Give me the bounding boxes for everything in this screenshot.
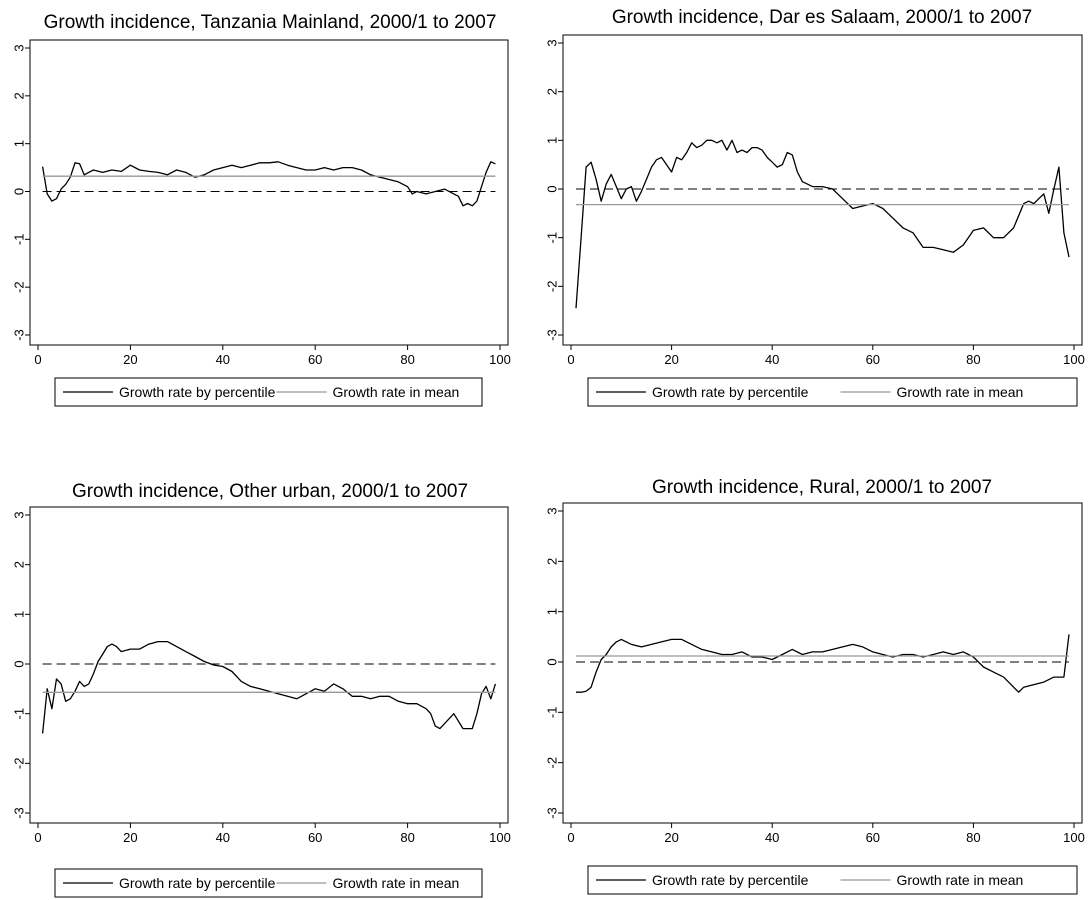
x-tick-label: 60	[308, 352, 322, 367]
y-tick-label: -3	[11, 807, 26, 819]
y-tick-label: -1	[544, 232, 559, 244]
plot-frame	[29, 506, 509, 824]
chart-panel-2: Growth incidence, Dar es Salaam, 2000/1 …	[544, 7, 1085, 407]
chart-title: Growth incidence, Tanzania Mainland, 200…	[44, 12, 497, 33]
y-tick-label: 3	[544, 39, 559, 46]
plot-frame	[562, 34, 1083, 346]
y-tick-label: -2	[11, 281, 26, 293]
y-tick-label: -1	[11, 708, 26, 720]
series-line-percentile	[576, 634, 1070, 693]
x-tick-label: 100	[1063, 352, 1085, 367]
plot-frame	[562, 502, 1083, 824]
y-tick-label: -2	[544, 281, 559, 293]
x-tick-label: 20	[123, 830, 137, 845]
chart-title: Growth incidence, Dar es Salaam, 2000/1 …	[612, 7, 1032, 28]
y-tick-label: 3	[11, 511, 26, 518]
legend-box	[587, 865, 1078, 895]
series-line-percentile	[41, 640, 497, 734]
legend: Growth rate by percentile Growth rate in …	[587, 377, 1078, 407]
x-tick-label: 20	[664, 830, 678, 845]
chart-title: Growth incidence, Other urban, 2000/1 to…	[72, 481, 468, 502]
legend: Growth rate by percentile Growth rate in …	[54, 868, 483, 898]
plot-frame	[29, 39, 509, 346]
x-tick-label: 20	[664, 352, 678, 367]
y-tick-label: 3	[544, 507, 559, 514]
x-tick-label: 80	[966, 352, 980, 367]
y-tick-label: 2	[11, 92, 26, 99]
x-tick-label: 40	[216, 352, 230, 367]
y-tick-label: 1	[544, 137, 559, 144]
y-tick-label: 3	[11, 44, 26, 51]
y-tick-label: -3	[11, 329, 26, 341]
x-tick-label: 80	[400, 830, 414, 845]
y-tick-label: -1	[11, 234, 26, 246]
legend-label: Growth rate in mean	[333, 875, 460, 891]
y-tick-label: 0	[544, 658, 559, 665]
x-tick-label: 80	[966, 830, 980, 845]
chart-panel-4: Growth incidence, Rural, 2000/1 to 2007 -…	[544, 477, 1085, 895]
y-tick-label: 0	[11, 660, 26, 667]
legend-label: Growth rate in mean	[897, 384, 1024, 400]
legend: Growth rate by percentile Growth rate in …	[587, 865, 1078, 895]
x-tick-label: 0	[34, 830, 41, 845]
y-tick-label: -3	[544, 329, 559, 341]
y-tick-label: 2	[11, 561, 26, 568]
y-tick-label: 2	[544, 88, 559, 95]
legend-box	[54, 868, 483, 898]
legend-label: Growth rate in mean	[897, 872, 1024, 888]
series-line-percentile	[41, 161, 496, 207]
x-tick-label: 60	[308, 830, 322, 845]
legend-label: Growth rate by percentile	[652, 384, 809, 400]
y-tick-label: -3	[544, 807, 559, 819]
y-tick-label: 1	[11, 611, 26, 618]
y-tick-label: 1	[11, 140, 26, 147]
y-tick-label: 0	[544, 185, 559, 192]
chart-title: Growth incidence, Rural, 2000/1 to 2007	[652, 477, 992, 498]
x-tick-label: 0	[567, 352, 574, 367]
x-tick-label: 40	[765, 352, 779, 367]
x-tick-label: 0	[34, 352, 41, 367]
legend-label: Growth rate in mean	[333, 384, 460, 400]
x-tick-label: 80	[400, 352, 414, 367]
x-tick-label: 40	[216, 830, 230, 845]
chart-panel-1: Growth incidence, Tanzania Mainland, 200…	[11, 12, 511, 407]
legend-box	[54, 377, 483, 407]
legend-label: Growth rate by percentile	[119, 875, 276, 891]
chart-panel-3: Growth incidence, Other urban, 2000/1 to…	[11, 481, 511, 898]
x-tick-label: 0	[567, 830, 574, 845]
legend-label: Growth rate by percentile	[652, 872, 809, 888]
legend-label: Growth rate by percentile	[119, 384, 276, 400]
y-tick-label: -2	[11, 758, 26, 770]
y-tick-label: -1	[544, 707, 559, 719]
x-tick-label: 60	[866, 352, 880, 367]
y-tick-label: -2	[544, 757, 559, 769]
y-tick-label: 2	[544, 558, 559, 565]
x-tick-label: 40	[765, 830, 779, 845]
series-line-percentile	[575, 139, 1070, 309]
x-tick-label: 100	[489, 352, 511, 367]
x-tick-label: 100	[489, 830, 511, 845]
y-tick-label: 1	[544, 608, 559, 615]
legend: Growth rate by percentile Growth rate in …	[54, 377, 483, 407]
x-tick-label: 100	[1063, 830, 1085, 845]
legend-box	[587, 377, 1078, 407]
x-tick-label: 20	[123, 352, 137, 367]
x-tick-label: 60	[866, 830, 880, 845]
y-tick-label: 0	[11, 188, 26, 195]
